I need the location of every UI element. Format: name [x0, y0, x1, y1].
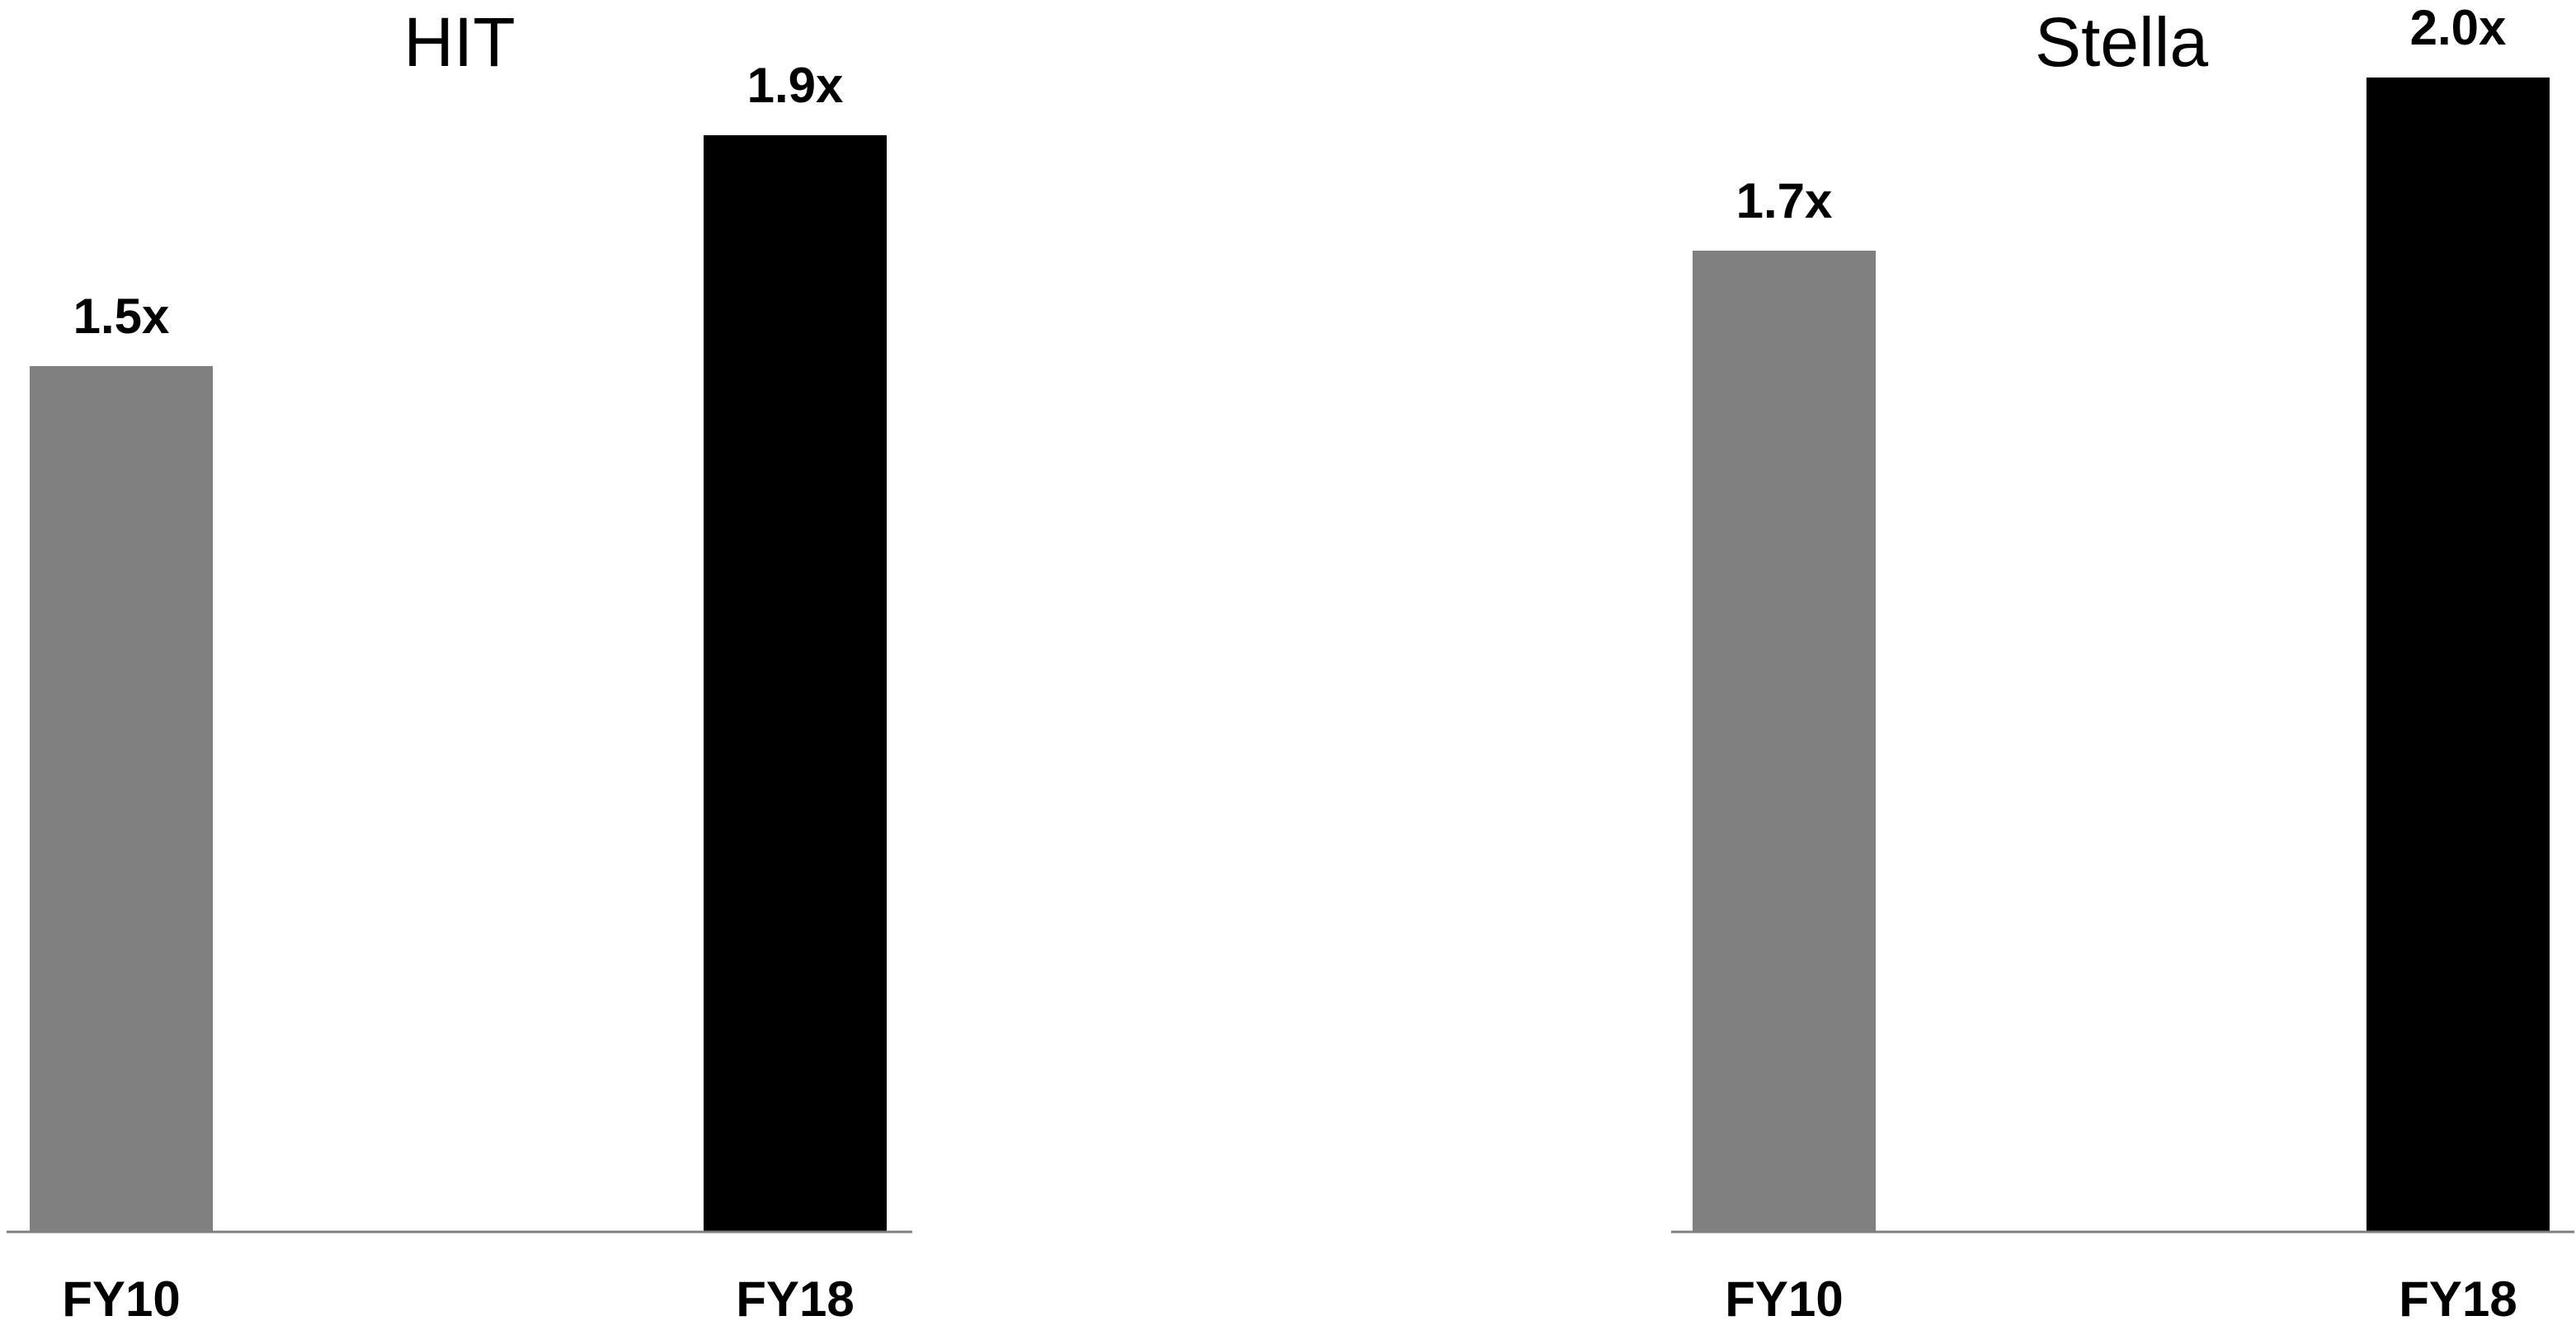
data-label-hit-fy18: 1.9x: [747, 58, 844, 113]
bar-stella-fy18: [2366, 78, 2550, 1232]
data-label-stella-fy10: 1.7x: [1736, 173, 1833, 228]
x-tick-label-stella-fy18: FY18: [2399, 1271, 2517, 1327]
bar-hit-fy10: [30, 366, 213, 1232]
chart-title-stella: Stella: [2035, 3, 2208, 81]
data-label-stella-fy18: 2.0x: [2410, 0, 2507, 55]
chart-panel-hit: HIT 1.5x 1.9x FY10 FY18: [7, 3, 912, 1327]
chart-title-hit: HIT: [403, 3, 515, 81]
bar-stella-fy10: [1693, 251, 1876, 1232]
x-tick-label-stella-fy10: FY10: [1725, 1271, 1843, 1327]
bars-stella: 1.7x 2.0x: [1693, 0, 2550, 1232]
chart-panel-stella: Stella 1.7x 2.0x FY10 FY18: [1671, 0, 2574, 1327]
x-ticks-stella: FY10 FY18: [1725, 1271, 2517, 1327]
bar-hit-fy18: [704, 135, 887, 1232]
x-ticks-hit: FY10 FY18: [62, 1271, 854, 1327]
x-tick-label-hit-fy10: FY10: [62, 1271, 180, 1327]
x-tick-label-hit-fy18: FY18: [736, 1271, 854, 1327]
data-label-hit-fy10: 1.5x: [73, 289, 170, 344]
bars-hit: 1.5x 1.9x: [30, 58, 887, 1232]
